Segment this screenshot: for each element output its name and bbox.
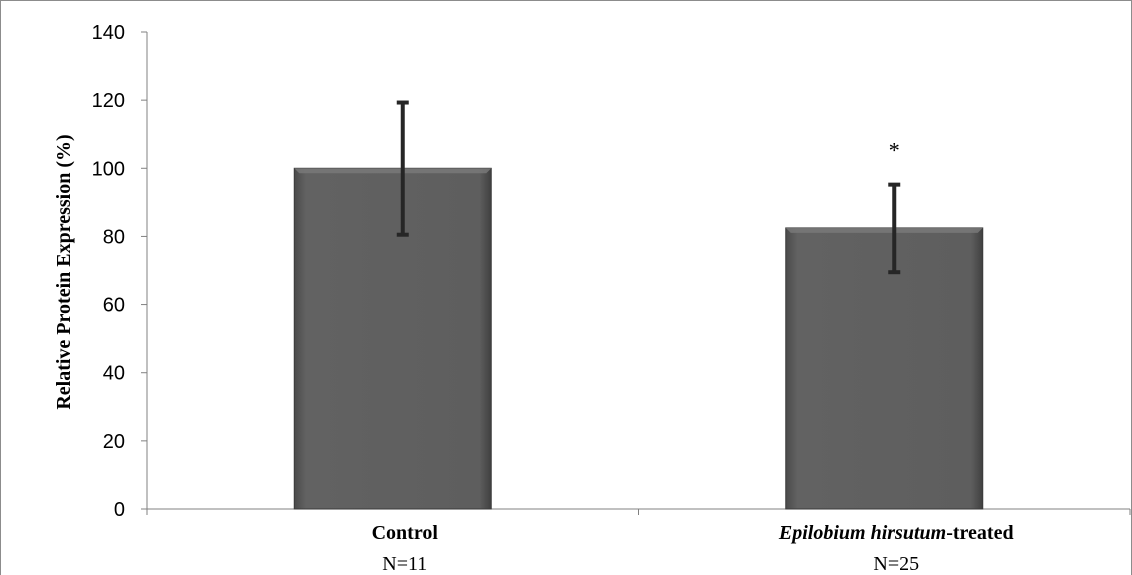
y-axis-title: Relative Protein Expression (%) [53, 134, 75, 409]
y-tick-label: 20 [103, 431, 125, 453]
x-category-label: Epilobium hirsutum-treated [778, 522, 1014, 544]
x-category-sample-size: N=25 [873, 553, 919, 575]
category-label-italic: Epilobium hirsutum [778, 522, 946, 544]
y-tick-label: 60 [103, 295, 125, 317]
x-category-label: Control [372, 522, 439, 544]
bar-top-bevel [785, 227, 983, 233]
y-tick-label: 80 [103, 226, 125, 248]
y-tick-label: 140 [92, 22, 125, 44]
y-axis-title-group: Relative Protein Expression (%) [53, 134, 75, 409]
significance-marker: * [889, 138, 900, 163]
y-tick-label: 0 [114, 499, 125, 521]
plot-layer: 0 20 40 60 80 100 120 140 Control N=11 * Epilobium … [92, 22, 1131, 575]
x-category-sample-size: N=11 [382, 553, 427, 575]
bar-top-bevel [294, 168, 492, 174]
category-label-main: -treated [946, 522, 1013, 544]
y-tick-label: 100 [92, 158, 125, 180]
y-tick-label: 120 [92, 90, 125, 112]
bar [785, 227, 984, 510]
category-label-main: Control [372, 522, 439, 544]
y-tick-label: 40 [103, 363, 125, 385]
bar [293, 167, 492, 510]
